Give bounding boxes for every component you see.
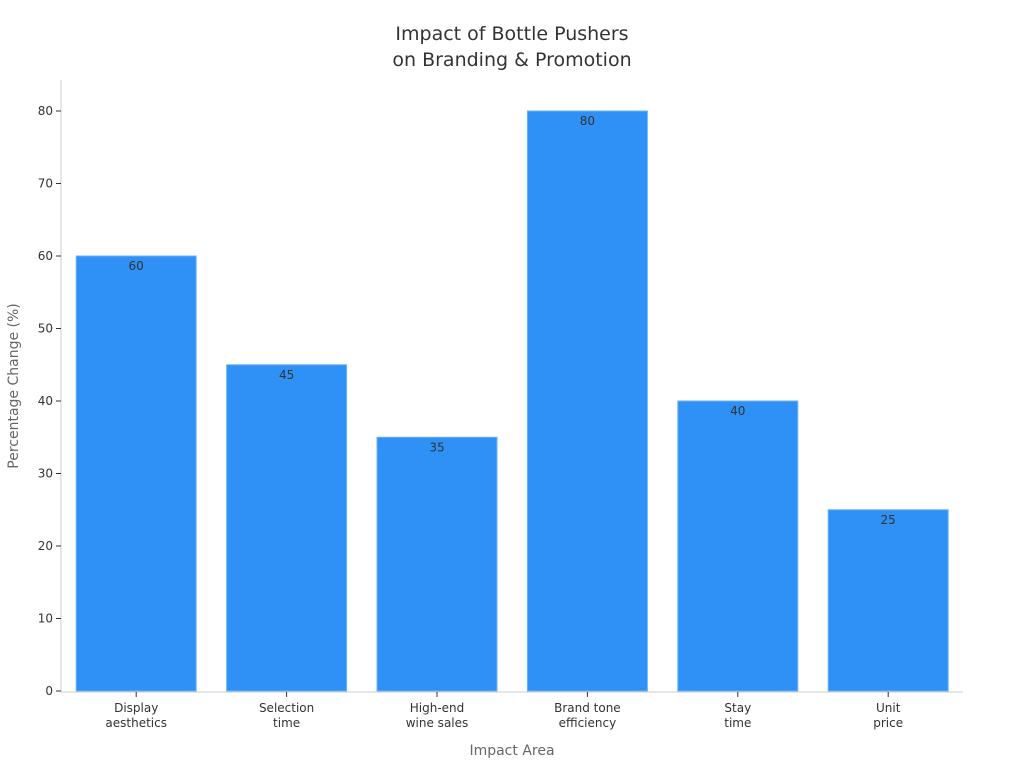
x-tick-label: time — [724, 716, 751, 730]
data-label: 80 — [580, 114, 595, 128]
bar — [677, 400, 799, 692]
y-tick-label: 30 — [38, 467, 53, 481]
y-tick-label: 50 — [38, 322, 53, 336]
x-tick-label: Brand tone — [554, 701, 621, 715]
x-tick-label: High-end — [410, 701, 465, 715]
x-tick-label: aesthetics — [105, 716, 167, 730]
bar — [376, 436, 498, 692]
y-tick-label: 60 — [38, 249, 53, 263]
data-label: 60 — [129, 259, 144, 273]
y-tick-label: 40 — [38, 394, 53, 408]
y-tick-label: 10 — [38, 612, 53, 626]
x-tick-label: Unit — [876, 701, 901, 715]
bar — [827, 509, 949, 692]
x-axis-label: Impact Area — [469, 743, 554, 759]
chart-title-line-2: on Branding & Promotion — [392, 49, 631, 71]
chart-title-line-1: Impact of Bottle Pushers — [395, 23, 628, 45]
data-label: 45 — [279, 368, 294, 382]
x-tick-label: wine sales — [406, 716, 469, 730]
y-tick-label: 80 — [38, 104, 53, 118]
x-tick-label: time — [273, 716, 300, 730]
y-tick-label: 20 — [38, 539, 53, 553]
x-tick-label: efficiency — [559, 716, 617, 730]
y-axis-label: Percentage Change (%) — [6, 303, 22, 468]
x-tick-label: price — [873, 716, 903, 730]
x-tick-label: Display — [114, 701, 158, 715]
data-label: 40 — [730, 404, 745, 418]
x-tick-label: Stay — [724, 701, 751, 715]
data-label: 25 — [881, 513, 896, 527]
y-tick-label: 0 — [45, 684, 53, 698]
bar — [226, 364, 348, 692]
y-tick-label: 70 — [38, 177, 53, 191]
x-tick-label: Selection — [259, 701, 314, 715]
data-label: 35 — [429, 440, 444, 454]
bar — [526, 110, 648, 692]
bar — [75, 255, 197, 692]
